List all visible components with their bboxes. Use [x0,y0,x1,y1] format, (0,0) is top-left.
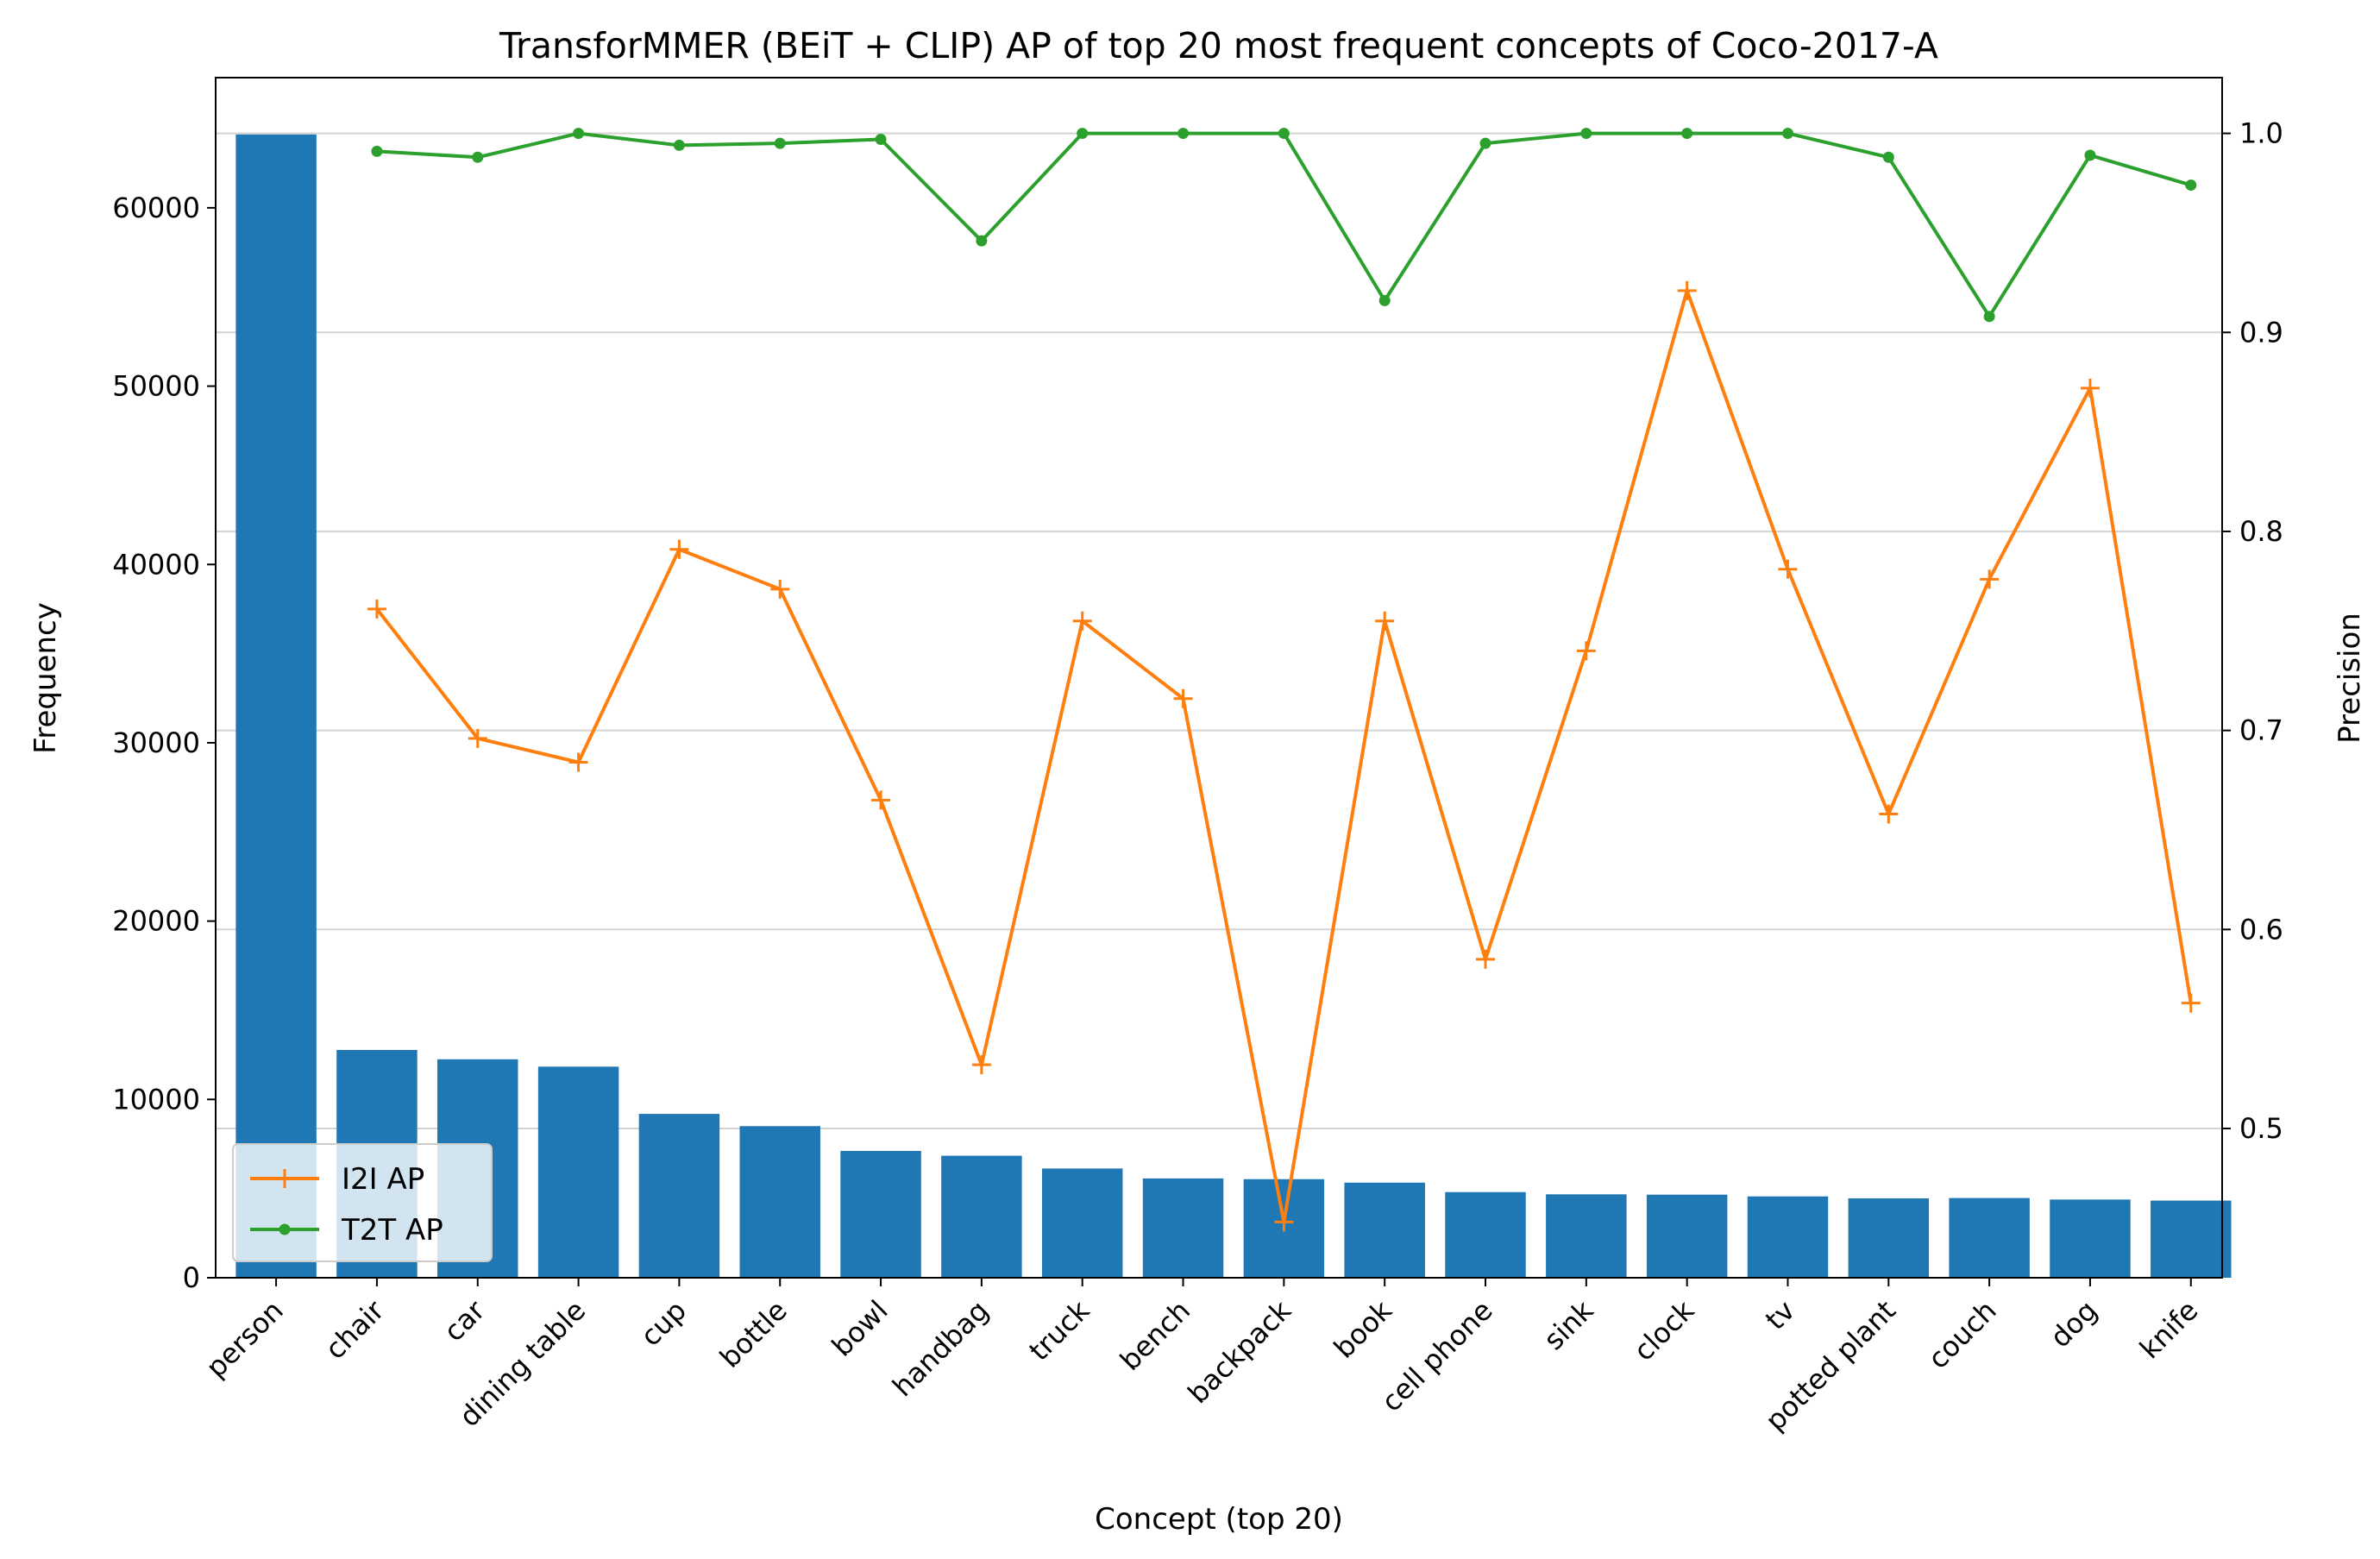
data-point [1781,128,1793,140]
y-axis-label-right: Precision [2333,613,2367,744]
data-point [1479,137,1491,149]
y-tick-label-right: 0.6 [2239,913,2283,946]
bar [1848,1198,1930,1278]
data-point [673,139,685,151]
legend-label: I2I AP [342,1162,424,1197]
line-series [367,128,2201,1232]
data-point [468,728,487,748]
bar [1142,1178,1224,1278]
y-tick-label-left: 0 [183,1261,200,1294]
bar [1747,1196,1829,1278]
data-point [371,145,383,157]
data-point [2080,378,2100,398]
bar [537,1066,619,1278]
data-point [1882,151,1894,163]
bar [235,134,317,1279]
y-tick-label-left: 60000 [112,192,200,224]
data-point [1072,611,1092,631]
data-point [1378,294,1391,306]
bar [1445,1191,1526,1278]
data-point [669,539,689,559]
data-point [1580,128,1592,140]
data-point [1778,559,1798,579]
data-point [1173,688,1193,708]
data-point [871,790,891,810]
y-axis-label-left: Frequency [28,602,63,754]
data-point [774,137,786,149]
data-point [1983,311,1995,323]
data-point [573,128,585,140]
y-tick-label-right: 0.7 [2239,714,2283,747]
bar [1041,1168,1123,1278]
plot-frame [215,77,2223,1279]
bar [739,1126,820,1278]
data-point [1576,641,1596,661]
y-tick-label-left: 10000 [112,1083,200,1116]
data-point [1476,949,1495,969]
legend-marker [279,1223,291,1235]
y-tick-label-right: 1.0 [2239,117,2283,150]
bar [1344,1182,1425,1278]
bar [2151,1200,2232,1278]
data-point [2185,179,2197,192]
y-tick-label-left: 50000 [112,370,200,403]
x-axis-label: Concept (top 20) [1095,1502,1343,1537]
legend: I2I AP T2T AP [232,1143,493,1262]
bar [638,1114,720,1278]
data-point [1375,611,1395,631]
data-point [1677,280,1697,300]
data-point [1278,128,1290,140]
data-point [1681,128,1693,140]
data-point [1177,128,1190,140]
data-point [2181,993,2201,1013]
data-point [971,1055,991,1075]
y-tick-label-right: 0.9 [2239,316,2283,349]
data-point [875,134,887,146]
data-point [568,752,588,772]
legend-marker [275,1169,294,1188]
bar [840,1151,921,1278]
data-point [770,579,790,599]
y-tick-label-left: 30000 [112,726,200,759]
data-point [1879,804,1899,824]
bar [2050,1199,2131,1278]
data-point [976,235,988,247]
y-tick-label-left: 40000 [112,548,200,581]
bar [941,1155,1022,1278]
data-point [1077,128,1089,140]
y-tick-label-left: 20000 [112,905,200,938]
bar [1646,1194,1728,1278]
bar [1949,1198,2030,1278]
y-tick-label-right: 0.5 [2239,1112,2283,1145]
data-point [472,151,484,163]
data-point [2084,149,2096,161]
legend-label: T2T AP [341,1213,443,1248]
data-point [1980,569,2000,589]
data-point [1274,1212,1294,1232]
bar [1546,1194,1627,1278]
y-tick-label-right: 0.8 [2239,515,2283,548]
data-point [367,599,386,619]
legend-box [232,1143,493,1262]
chart-title: TransforMMER (BEiT + CLIP) AP of top 20 … [499,25,1938,66]
